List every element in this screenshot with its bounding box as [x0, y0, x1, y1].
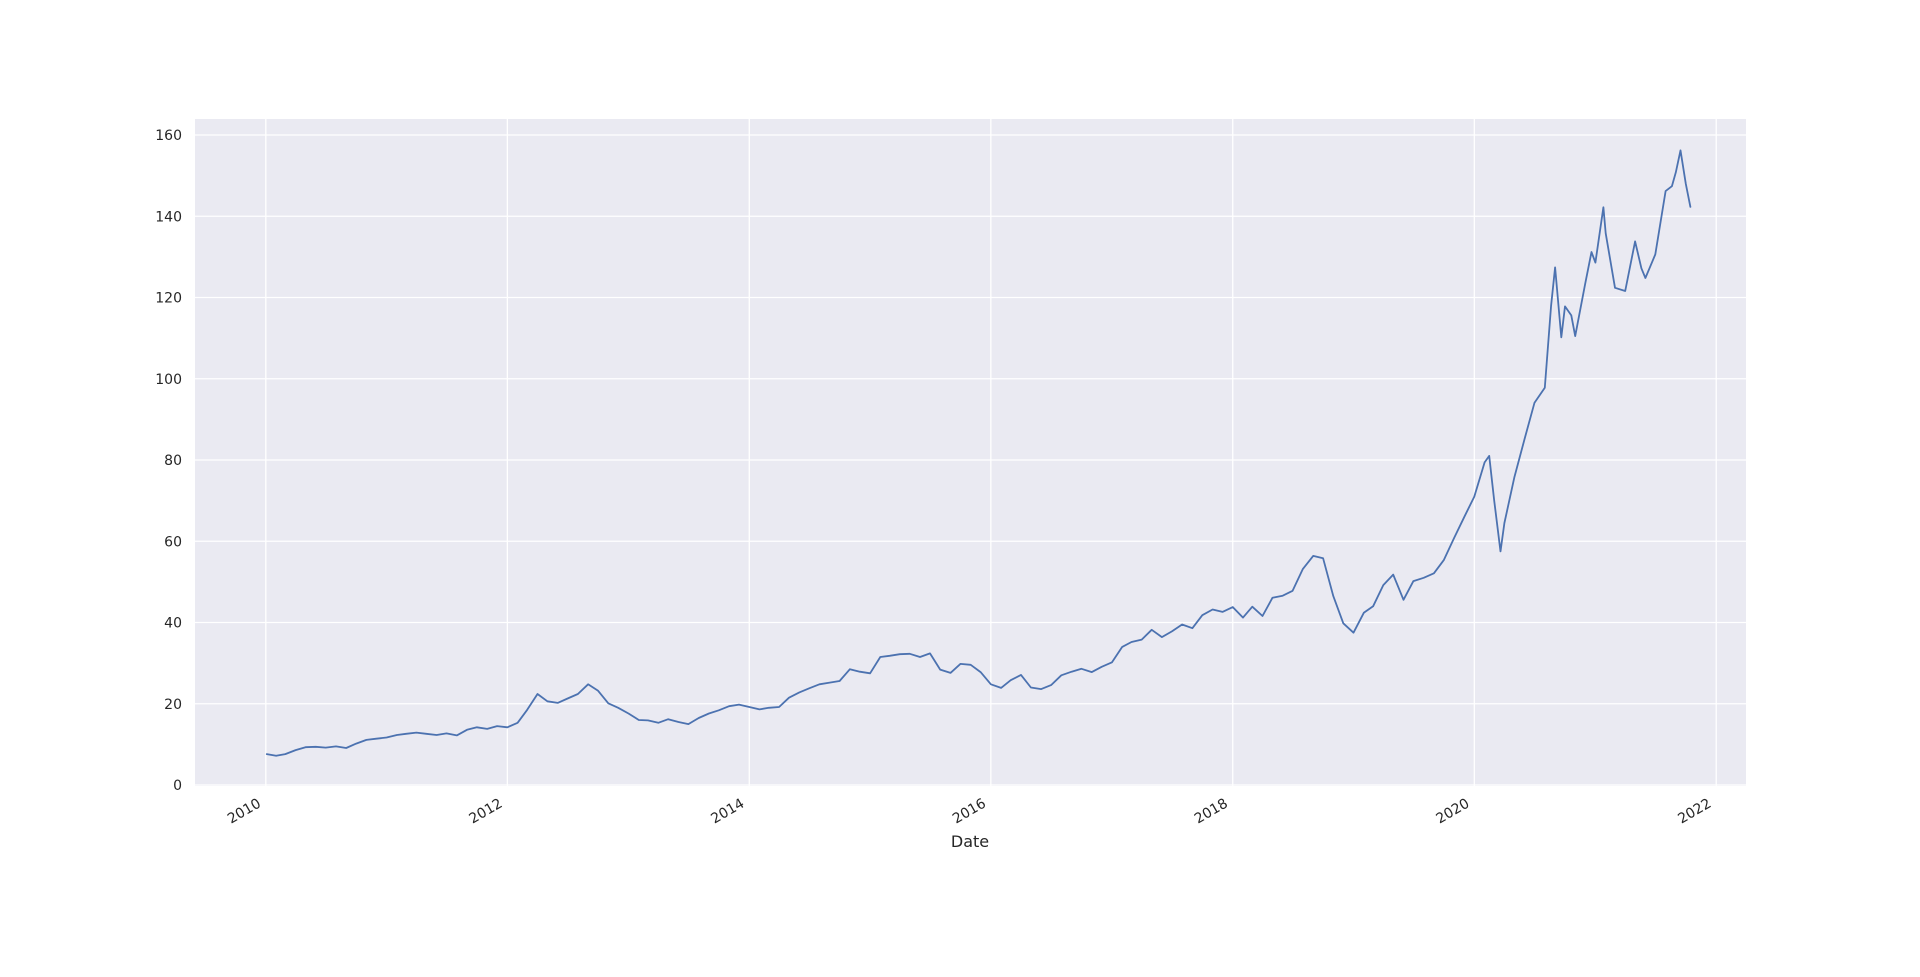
plot-area-background	[195, 119, 1746, 786]
x-tick-label: 2014	[708, 796, 747, 828]
x-axis-label: Date	[951, 832, 989, 851]
y-tick-label: 160	[155, 128, 182, 144]
y-tick-label: 140	[155, 209, 182, 225]
y-tick-label: 0	[173, 778, 182, 794]
x-tick-label: 2010	[225, 796, 264, 828]
x-tick-label: 2016	[950, 796, 989, 828]
gridlines	[195, 119, 1746, 786]
y-tick-label: 60	[164, 534, 182, 550]
y-tick-label: 120	[155, 291, 182, 307]
y-tick-label: 80	[164, 453, 182, 469]
x-tick-label: 2022	[1675, 796, 1714, 828]
x-tick-label: 2020	[1433, 796, 1472, 828]
series-line	[265, 149, 1692, 757]
y-tick-label: 20	[164, 697, 182, 713]
y-tick-label: 100	[155, 372, 182, 388]
y-tick-label: 40	[164, 616, 182, 632]
series-layer	[265, 149, 1692, 757]
x-tick-label: 2012	[467, 796, 506, 828]
x-tick-label: 2018	[1192, 796, 1231, 828]
